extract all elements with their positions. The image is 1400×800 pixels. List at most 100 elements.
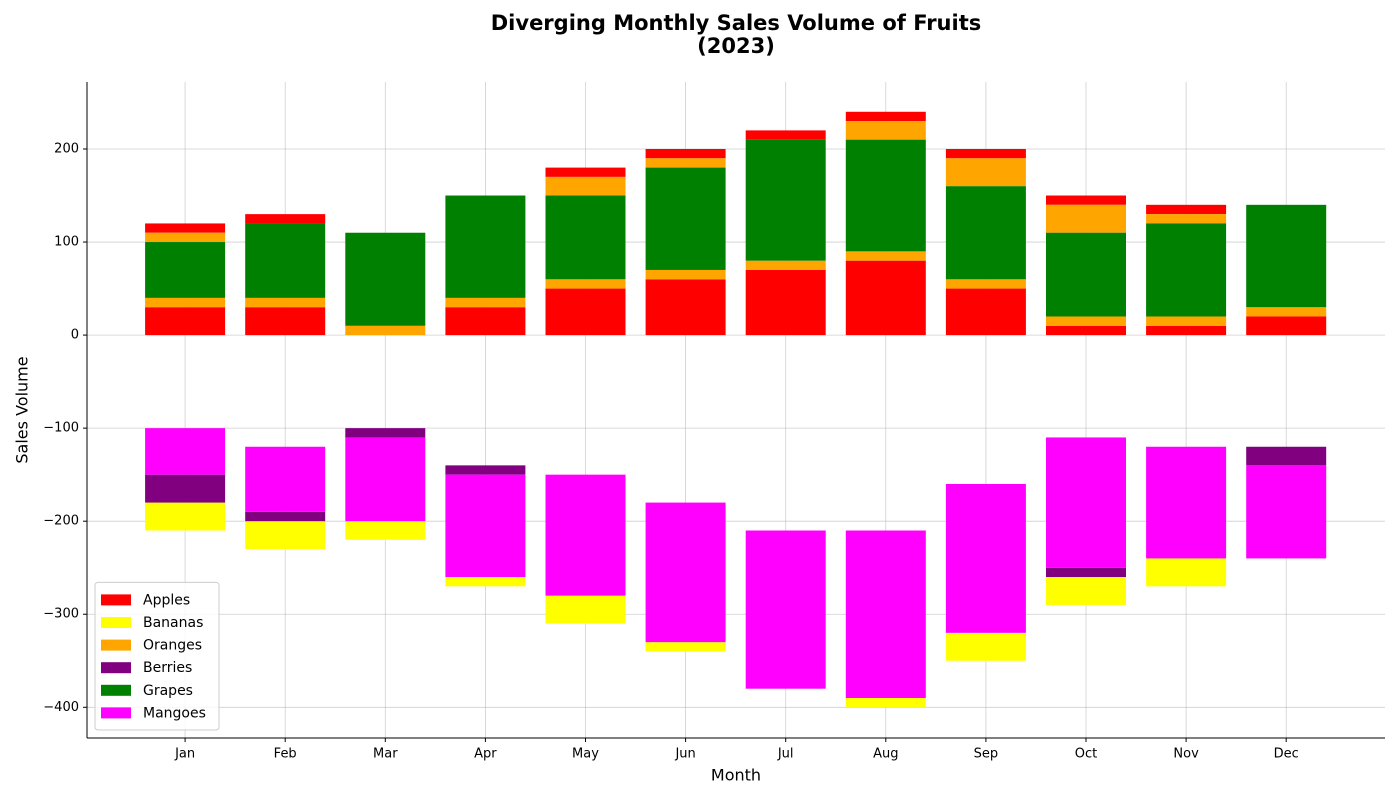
legend-label: Mangoes [143,705,206,721]
x-axis-label: Month [711,766,761,785]
bar-segment [545,176,626,196]
bar-segment [445,195,526,298]
bar-segment [1146,316,1227,326]
x-tick-label: Dec [1274,747,1299,762]
bar-segment [245,446,326,512]
bar-segment [945,158,1026,187]
bar-segment [245,511,326,522]
x-tick-label: Jul [777,747,794,762]
bar-segment [545,595,626,624]
x-tick-label: Mar [373,747,398,762]
bar-segment [1246,204,1327,308]
bar-segment [945,483,1026,633]
y-tick-label: −100 [43,421,79,436]
x-tick-label: Aug [873,747,898,762]
bar-segment [245,521,326,550]
bar-segment [645,148,726,159]
y-tick-label: 200 [54,141,79,156]
bar-segment [245,297,326,308]
legend-label: Bananas [143,615,203,631]
bar-segment [245,214,326,224]
bar-segment [1246,446,1327,466]
legend-swatch [101,707,131,719]
bar-segment [1045,325,1126,336]
bar-segment [1246,465,1327,559]
bar-segment [745,139,826,261]
bar-segment [145,242,226,298]
bar-segment [745,260,826,270]
bar-segment [1146,204,1227,215]
x-tick-label: Oct [1075,747,1097,762]
bar-segment [1045,316,1126,326]
bar-segment [1246,316,1327,336]
bar-segment [845,111,926,122]
bar-segment [545,474,626,596]
bar-segment [445,465,526,475]
y-tick-label: −300 [43,607,79,622]
bar-segment [445,474,526,578]
bar-segment [945,186,1026,280]
y-axis-label: Sales Volume [13,356,32,463]
legend-swatch [101,639,131,651]
y-tick-label: −200 [43,514,79,529]
bar-segment [1246,307,1327,317]
x-tick-label: Apr [474,747,497,762]
bar-segment [745,130,826,140]
bar-segment [645,642,726,652]
bar-segment [1146,558,1227,587]
bar-segment [1146,214,1227,224]
y-tick-label: 0 [71,328,79,343]
legend-swatch [101,662,131,674]
grid [87,82,1385,738]
bar-segment [545,288,626,336]
bar-segment [745,269,826,336]
bar-segment [1146,446,1227,559]
bar-segment [545,167,626,177]
bar-segment [645,158,726,168]
bar-segment [345,232,426,326]
bar-segment [845,139,926,252]
x-tick-label: Sep [974,747,999,762]
bar-segment [245,307,326,336]
bar-segment [645,269,726,280]
bar-segment [745,530,826,689]
bar-segment [145,223,226,233]
legend-swatch [101,684,131,696]
bar-segment [545,195,626,280]
bar-segment [145,474,226,503]
bar-segment [245,223,326,298]
x-tick-label: Jun [674,747,695,762]
bar-segment [845,251,926,261]
bar-segment [1146,325,1227,336]
x-tick-label: May [572,747,599,762]
bar-segment [445,307,526,336]
bar-segment [1146,223,1227,317]
y-tick-label: −400 [43,700,79,715]
legend-swatch [101,594,131,606]
bar-segment [845,260,926,336]
bar-segment [1045,232,1126,317]
bar-segment [545,279,626,289]
bar-segment [845,530,926,698]
bar-segment [845,121,926,140]
bar-segment [345,325,426,336]
bar-segment [345,428,426,438]
x-tick-label: Jan [174,747,195,762]
chart-title: Diverging Monthly Sales Volume of Fruits [491,11,982,35]
legend-swatch [101,617,131,628]
bar-segment [145,502,226,531]
bar-segment [345,521,426,540]
bar-segment [345,437,426,522]
bar-segment [645,279,726,336]
bar-segment [1045,567,1126,578]
legend-label: Grapes [143,683,193,699]
bar-segment [1045,437,1126,568]
bar-segment [645,502,726,643]
legend-label: Berries [143,660,192,676]
bar-segment [445,297,526,308]
x-tick-label: Nov [1173,747,1199,762]
bar-segment [145,297,226,308]
chart-title: (2023) [697,34,775,58]
bar-segment [945,632,1026,661]
